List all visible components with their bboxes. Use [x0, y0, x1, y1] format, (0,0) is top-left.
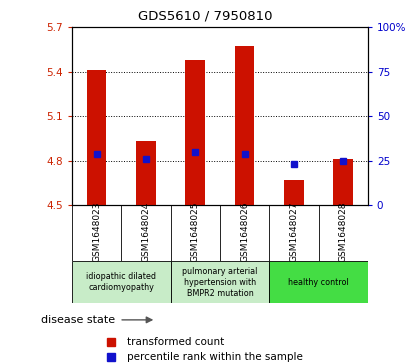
Bar: [171, 261, 269, 303]
Bar: [136, 141, 156, 205]
Text: GSM1648027: GSM1648027: [289, 202, 298, 262]
Text: pulmonary arterial
hypertension with
BMPR2 mutation: pulmonary arterial hypertension with BMP…: [182, 267, 258, 298]
Bar: [284, 180, 304, 205]
Text: GSM1648024: GSM1648024: [141, 202, 150, 262]
Bar: [185, 60, 205, 205]
Text: GSM1648028: GSM1648028: [339, 202, 348, 262]
Text: transformed count: transformed count: [127, 337, 225, 347]
Text: GSM1648026: GSM1648026: [240, 202, 249, 262]
Text: disease state: disease state: [41, 315, 115, 325]
Text: GDS5610 / 7950810: GDS5610 / 7950810: [138, 9, 273, 22]
Bar: [269, 261, 368, 303]
Text: GSM1648023: GSM1648023: [92, 202, 101, 262]
Text: idiopathic dilated
cardiomyopathy: idiopathic dilated cardiomyopathy: [86, 272, 156, 292]
Text: healthy control: healthy control: [288, 278, 349, 287]
Bar: [333, 159, 353, 205]
Bar: [87, 70, 106, 205]
Bar: [235, 46, 254, 205]
Bar: [72, 261, 171, 303]
Text: percentile rank within the sample: percentile rank within the sample: [127, 352, 303, 362]
Text: GSM1648025: GSM1648025: [191, 202, 200, 262]
